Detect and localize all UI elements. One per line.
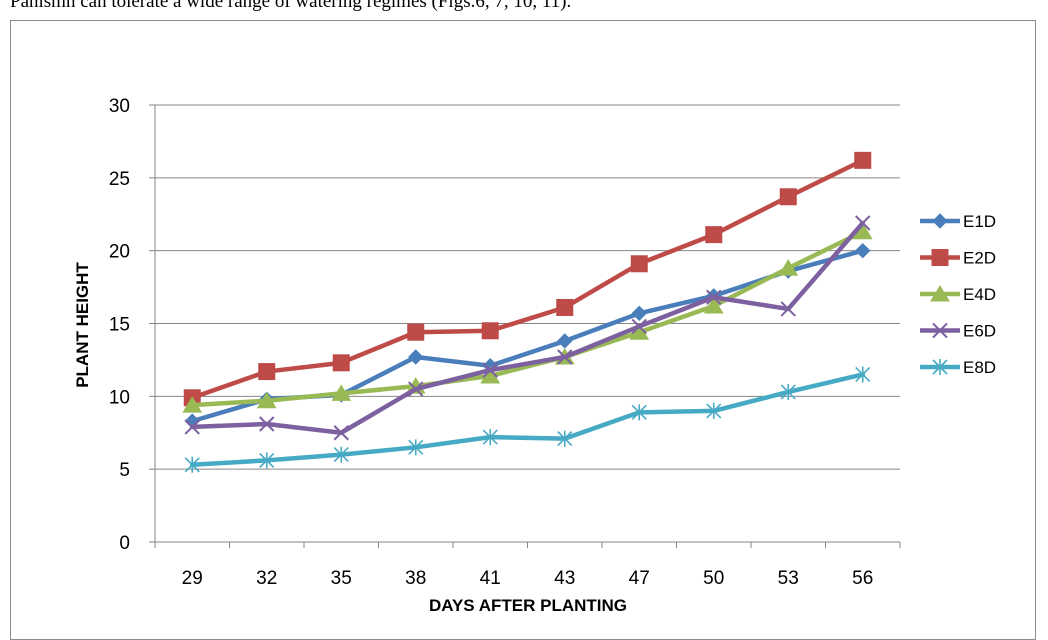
series-line	[190, 248, 865, 424]
legend-marker	[930, 285, 950, 302]
data-point	[482, 362, 498, 378]
x-tick-label: 38	[405, 568, 426, 589]
data-point	[855, 242, 871, 259]
data-point	[256, 391, 277, 409]
y-tick-label: 0	[119, 533, 130, 554]
data-point	[780, 301, 796, 317]
data-point	[184, 456, 200, 473]
series-line	[190, 158, 865, 401]
series-e6d	[184, 215, 871, 441]
y-tick-label: 20	[109, 242, 130, 263]
legend-item: E8D	[920, 358, 996, 377]
legend-item: E2D	[920, 249, 996, 268]
data-point	[706, 289, 722, 305]
legend-item: E1D	[920, 212, 996, 231]
data-point	[184, 419, 200, 435]
data-point	[855, 215, 871, 231]
data-point	[557, 430, 573, 447]
data-point	[258, 363, 276, 381]
data-point	[630, 255, 648, 273]
data-point	[331, 384, 352, 401]
data-point	[333, 425, 349, 441]
x-tick-label: 50	[703, 568, 724, 589]
x-tick-label: 56	[852, 568, 873, 589]
y-axis-title: PLANT HEIGHT	[73, 262, 92, 388]
data-point	[481, 322, 499, 340]
x-tick-label: 32	[256, 568, 277, 589]
x-tick-label: 29	[182, 568, 203, 589]
data-point	[333, 446, 349, 463]
data-point	[855, 366, 871, 383]
data-point	[408, 381, 424, 397]
data-point	[631, 318, 647, 335]
x-tick-label: 43	[554, 568, 575, 589]
data-point	[408, 349, 424, 365]
y-tick-label: 15	[109, 315, 130, 336]
series-e2d	[183, 151, 872, 407]
legend-label: E1D	[963, 212, 996, 231]
x-tick-label: 47	[629, 568, 650, 589]
series-lines	[182, 151, 873, 473]
data-point	[703, 297, 724, 314]
data-point	[182, 396, 203, 413]
legend-marker	[932, 213, 948, 229]
y-tick-label: 30	[109, 96, 130, 117]
series-line	[190, 220, 865, 435]
axes: 0 5 10 15 20 25 30 29 32 35 38 41 43 47 50 53 56	[109, 96, 901, 589]
data-point	[780, 383, 796, 400]
data-point	[779, 188, 797, 206]
legend-label: E4D	[963, 285, 996, 304]
data-point	[557, 349, 573, 365]
x-tick-label: 35	[331, 568, 352, 589]
data-point	[556, 298, 574, 316]
data-point	[778, 259, 799, 276]
y-tick-label: 5	[119, 460, 130, 481]
legend: E1D E2D E4D E6D E8D	[920, 212, 996, 377]
y-tick-label: 10	[109, 387, 130, 408]
data-point	[259, 452, 275, 469]
data-point	[706, 402, 722, 419]
series-line	[190, 229, 865, 408]
x-axis-title: DAYS AFTER PLANTING	[429, 596, 627, 615]
x-tick-label: 53	[778, 568, 799, 589]
legend-label: E6D	[963, 322, 996, 341]
data-point	[705, 226, 723, 244]
data-point	[557, 333, 573, 349]
legend-marker	[932, 359, 948, 375]
data-point	[407, 323, 425, 341]
legend-item: E4D	[920, 285, 996, 304]
series-line	[190, 372, 865, 468]
x-tick-label: 41	[480, 568, 501, 589]
data-point	[631, 404, 647, 421]
legend-marker	[932, 322, 948, 339]
legend-marker	[931, 249, 949, 266]
y-tick-label: 25	[109, 169, 130, 190]
legend-item: E6D	[920, 322, 996, 341]
gridlines	[155, 104, 900, 470]
data-point	[332, 354, 350, 372]
data-point	[631, 305, 647, 322]
legend-label: E2D	[963, 249, 996, 268]
legend-label: E8D	[963, 358, 996, 377]
data-point	[854, 151, 872, 169]
data-point	[482, 429, 498, 446]
data-point	[259, 416, 275, 432]
figure-caption-text: Panismn can tolerate a wide range of wat…	[10, 0, 572, 12]
series-e8d	[184, 366, 871, 473]
data-point	[408, 439, 424, 456]
